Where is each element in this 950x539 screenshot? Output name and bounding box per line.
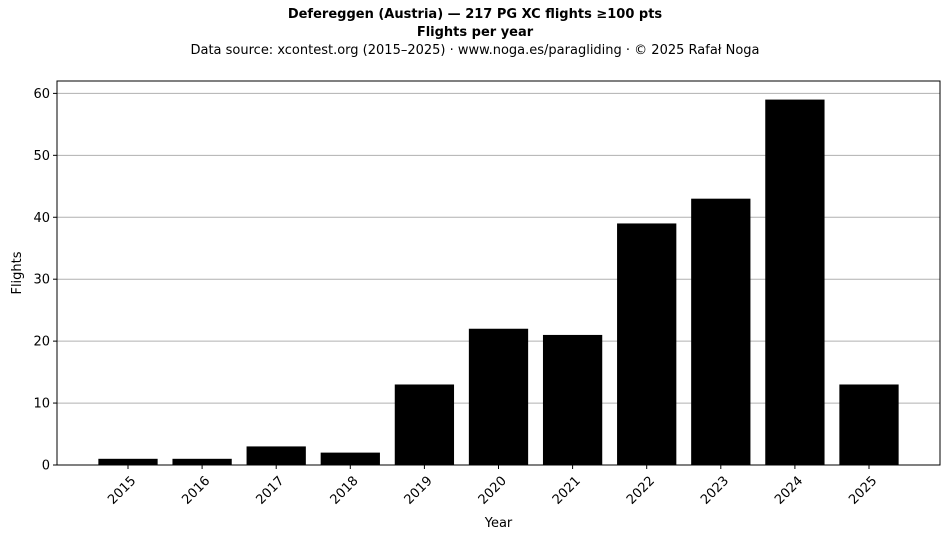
x-tick-label: 2016 xyxy=(179,474,213,508)
x-tick-label: 2024 xyxy=(772,474,806,508)
x-axis-label: Year xyxy=(484,516,513,531)
x-axis: 2015 2016 2017 2018 2019 2020 2021 2022 2023 2024… xyxy=(105,465,880,508)
bar xyxy=(394,384,455,465)
bar xyxy=(320,452,380,465)
x-tick-label: 2015 xyxy=(105,474,139,508)
bar xyxy=(691,198,751,465)
chart-title: Defereggen (Austria) — 217 PG XC flights… xyxy=(287,7,663,22)
bar xyxy=(172,458,232,465)
y-tick-label: 40 xyxy=(33,211,50,226)
x-tick-label: 2022 xyxy=(624,474,658,508)
x-tick-label: 2019 xyxy=(402,474,436,508)
y-axis-label: Flights xyxy=(10,251,25,294)
y-tick-label: 20 xyxy=(33,335,50,350)
x-tick-label: 2021 xyxy=(550,474,584,508)
bar xyxy=(765,99,825,466)
x-tick-label: 2025 xyxy=(846,474,880,508)
chart-subtitle: Flights per year xyxy=(416,25,534,40)
y-tick-label: 50 xyxy=(33,149,50,164)
y-axis: 0 10 20 30 40 50 60 xyxy=(33,87,57,474)
x-tick-label: 2018 xyxy=(328,474,362,508)
bar xyxy=(542,334,603,465)
x-tick-label: 2023 xyxy=(698,474,732,508)
bar xyxy=(98,458,158,465)
y-tick-label: 0 xyxy=(42,459,50,474)
bar xyxy=(617,223,677,465)
bars xyxy=(98,99,899,466)
bar xyxy=(839,384,899,465)
chart-source: Data source: xcontest.org (2015–2025) · … xyxy=(190,43,760,58)
bar xyxy=(246,446,306,465)
x-tick-label: 2017 xyxy=(253,474,287,508)
x-tick-label: 2020 xyxy=(476,474,510,508)
y-tick-label: 10 xyxy=(33,397,50,412)
y-tick-label: 30 xyxy=(33,273,50,288)
bar xyxy=(468,328,529,465)
y-tick-label: 60 xyxy=(33,87,50,102)
